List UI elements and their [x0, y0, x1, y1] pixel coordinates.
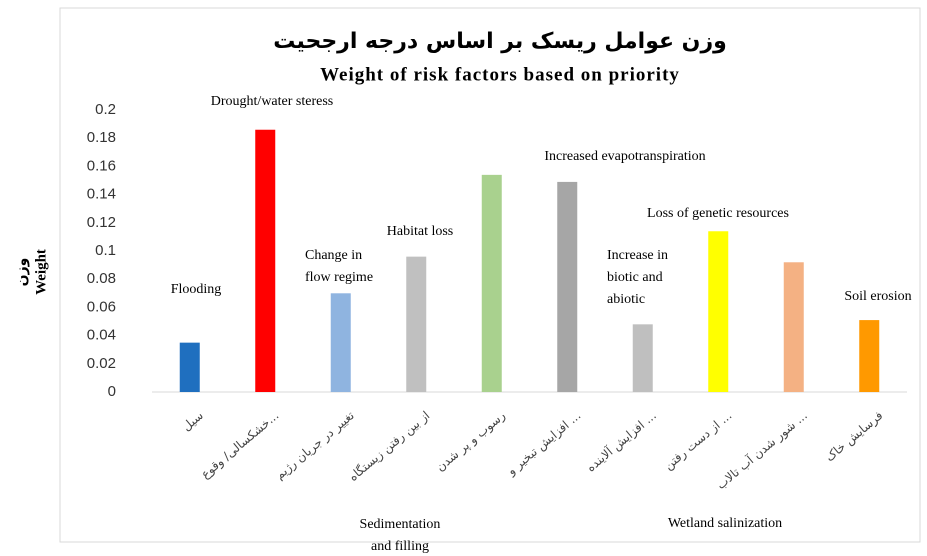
bar-annotation: Increased evapotranspiration: [544, 149, 705, 164]
y-axis-title: Weight: [33, 249, 49, 295]
y-tick-label: 0.14: [87, 186, 116, 203]
y-tick-label: 0.2: [95, 101, 116, 118]
y-tick-label: 0.18: [87, 129, 116, 146]
y-tick-label: 0.02: [87, 355, 116, 372]
bar-annotation: Habitat loss: [387, 224, 454, 239]
bar-annotation: Increase in: [607, 248, 668, 263]
bar-annotation: Loss of genetic resources: [647, 206, 789, 221]
bar-annotation: Sedimentation: [360, 517, 441, 532]
bar-annotation: Soil erosion: [844, 289, 911, 304]
chart-subtitle: Weight of risk factors based on priority: [320, 64, 680, 85]
y-tick-label: 0.06: [87, 298, 116, 315]
bar: [406, 256, 427, 392]
bar-annotation: abiotic: [607, 292, 645, 307]
bar: [557, 181, 578, 392]
y-tick-label: 0.04: [87, 327, 116, 344]
y-tick-label: 0.08: [87, 270, 116, 287]
bar: [179, 342, 200, 392]
y-axis-title: وزن: [14, 258, 30, 287]
y-tick-label: 0: [108, 383, 116, 400]
y-tick-label: 0.1: [95, 242, 116, 259]
y-tick-label: 0.12: [87, 214, 116, 231]
bar: [708, 231, 729, 392]
y-tick-label: 0.16: [87, 157, 116, 174]
bar: [632, 324, 653, 392]
bar-annotation: flow regime: [305, 270, 373, 285]
bar: [330, 293, 351, 392]
bar: [783, 262, 804, 392]
bar-annotation: Flooding: [171, 282, 222, 297]
bar-annotation: biotic and: [607, 270, 663, 285]
bar-annotation: Wetland salinization: [668, 516, 782, 531]
bar-annotation: Change in: [305, 248, 362, 263]
bar: [255, 129, 276, 393]
bar: [859, 320, 880, 392]
bar-annotation: and filling: [371, 539, 429, 554]
bar-annotation: Drought/water steress: [211, 94, 333, 109]
bar: [481, 174, 502, 392]
chart-title: وزن عوامل ریسک بر اساس درجه ارجحیت: [273, 29, 727, 54]
